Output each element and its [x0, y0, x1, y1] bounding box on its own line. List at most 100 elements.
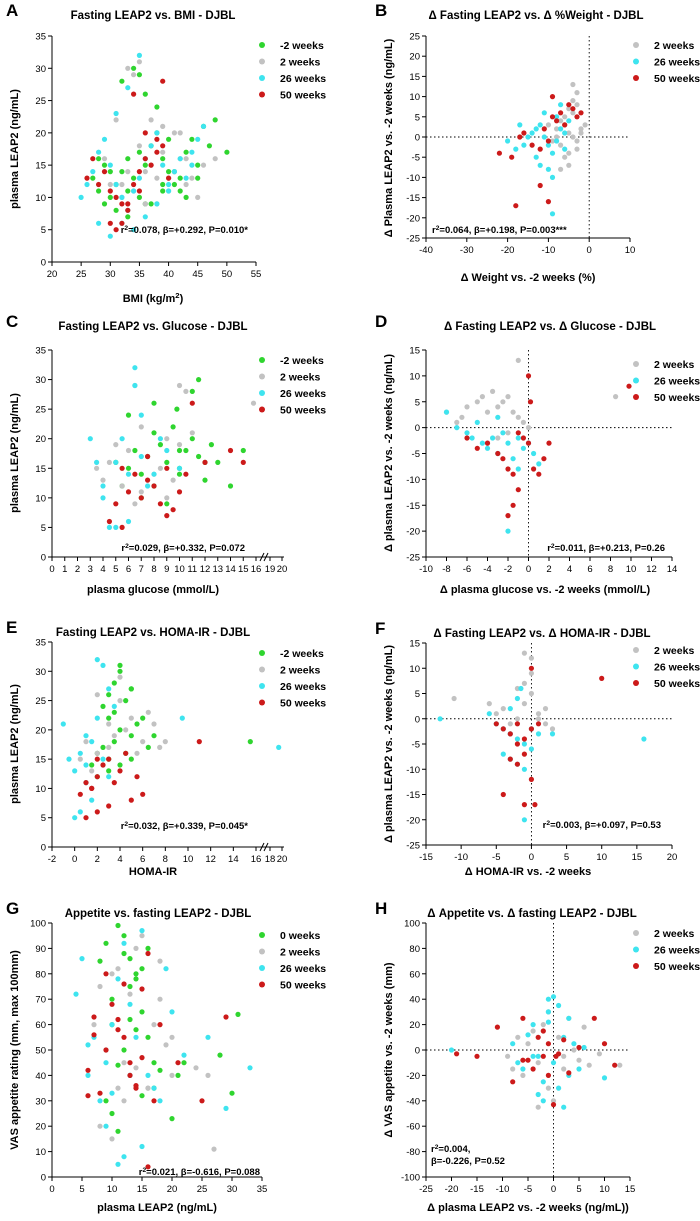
y-tick-label: 35 [35, 638, 46, 649]
x-tick-label: 6 [140, 854, 145, 865]
data-point [166, 181, 172, 188]
data-point [576, 1057, 582, 1063]
y-tick-label: 25 [35, 405, 46, 416]
data-point [109, 1001, 115, 1007]
data-point [83, 739, 89, 745]
data-point [151, 1085, 157, 1091]
data-point [227, 447, 234, 454]
data-point [131, 227, 137, 233]
data-point [133, 1027, 139, 1033]
data-point [132, 365, 138, 371]
x-tick-label: 4 [567, 564, 572, 575]
data-point [545, 996, 552, 1002]
x-tick-label: -5 [524, 1184, 532, 1195]
data-point [109, 1136, 115, 1142]
chart-title: Δ Appetite vs. Δ fasting LEAP2 - DJBL [427, 908, 637, 920]
data-point [133, 971, 139, 977]
data-point [79, 956, 85, 962]
series-2-weeks [545, 81, 588, 172]
legend-label: 50 weeks [654, 961, 700, 973]
data-point [90, 156, 96, 162]
data-point [495, 435, 501, 441]
data-point [83, 733, 89, 739]
x-tick-label: -30 [460, 245, 474, 256]
data-point [77, 809, 83, 815]
data-point [96, 220, 102, 226]
x-tick-label: 10 [174, 564, 185, 575]
data-point [437, 716, 443, 722]
data-point [217, 1052, 223, 1058]
x-tick-label: 20 [167, 1184, 178, 1195]
legend-label: 2 weeks [654, 645, 694, 657]
data-point [151, 430, 157, 436]
data-point [542, 721, 549, 727]
data-point [85, 1042, 91, 1048]
data-point [164, 447, 170, 454]
series-26-weeks [60, 657, 282, 821]
data-point [128, 686, 134, 692]
data-point [520, 1066, 526, 1072]
data-point [77, 750, 83, 756]
data-point [556, 1002, 562, 1009]
data-point [549, 726, 556, 732]
data-point [136, 188, 142, 194]
x-tick-label: 0 [529, 852, 534, 863]
y-tick-label: 5 [41, 523, 46, 534]
data-point [509, 154, 515, 160]
data-point [142, 201, 148, 207]
data-point [528, 776, 535, 783]
y-tick-label: 30 [35, 1096, 46, 1107]
data-point [558, 102, 564, 108]
series-26-weeks [437, 685, 647, 823]
series-minus-2-weeks [89, 662, 253, 780]
data-point [119, 201, 125, 207]
data-point [183, 156, 189, 162]
data-point [125, 188, 131, 194]
y-tick-label: 10 [35, 193, 46, 204]
data-point [183, 181, 189, 188]
series-26-weeks [448, 994, 608, 1110]
data-point [521, 736, 528, 742]
regression-stat: r2=0.004, [431, 1144, 470, 1156]
data-point [103, 1098, 109, 1104]
data-point [101, 201, 108, 207]
data-point [151, 1098, 157, 1104]
x-tick-label: -15 [470, 1184, 484, 1195]
legend-label: 50 weeks [654, 392, 700, 404]
y-tick-label: 0 [41, 843, 46, 854]
data-point [193, 1065, 199, 1071]
data-point [540, 1022, 546, 1028]
data-point [196, 453, 202, 460]
data-point [235, 1011, 241, 1018]
data-point [540, 1053, 546, 1059]
data-point [493, 711, 499, 717]
data-point [94, 756, 100, 762]
y-tick-label: -15 [406, 501, 420, 512]
data-point [148, 201, 154, 207]
data-point [208, 442, 214, 448]
y-tick-label: -10 [406, 173, 420, 184]
panel-letter: H [375, 899, 387, 918]
data-point [189, 149, 195, 155]
data-point [189, 136, 195, 142]
data-point [549, 731, 556, 737]
x-tick-label: 5 [576, 1184, 581, 1195]
data-point [513, 203, 519, 209]
panel-letter: E [6, 618, 17, 637]
data-point [127, 983, 133, 990]
legend-label: 26 weeks [654, 376, 700, 388]
data-point [113, 459, 119, 465]
data-point [145, 477, 151, 483]
y-tick-label: 25 [35, 696, 46, 707]
x-tick-label: -8 [442, 564, 450, 575]
data-point [515, 435, 521, 441]
data-point [195, 175, 201, 181]
data-point [145, 1034, 151, 1040]
data-point [111, 703, 117, 710]
legend-marker [259, 373, 265, 380]
y-tick-label: -100 [401, 1173, 420, 1184]
data-point [495, 414, 501, 420]
data-point [113, 181, 119, 188]
data-point [123, 698, 129, 704]
data-point [540, 1028, 546, 1034]
